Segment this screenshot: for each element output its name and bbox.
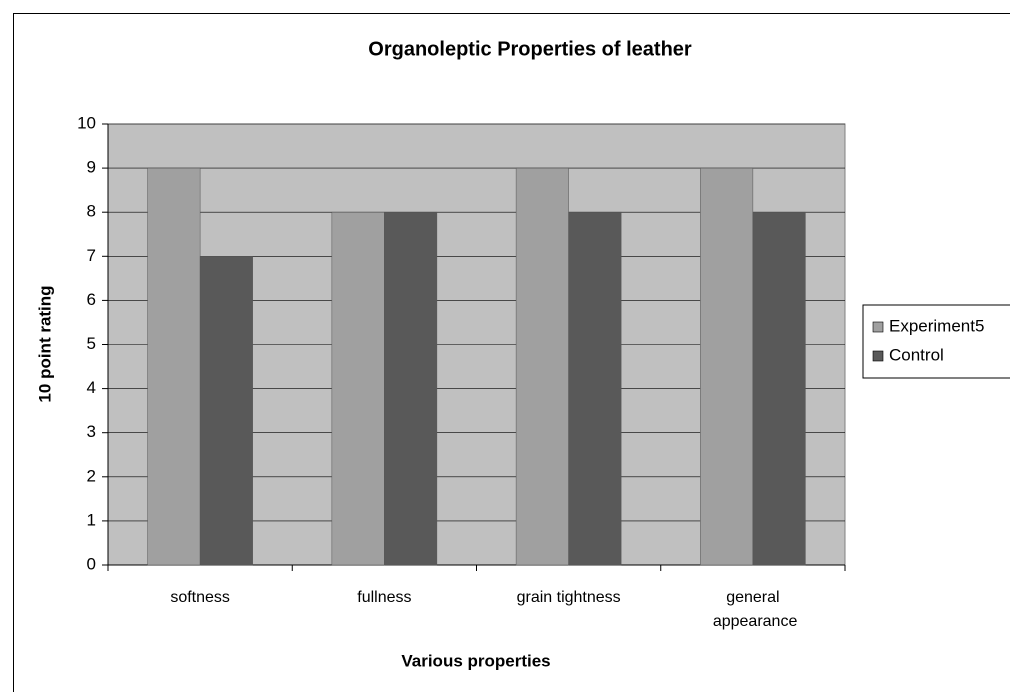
bar (752, 211, 806, 566)
x-tick-label: general appearance (708, 589, 797, 630)
y-tick-label: 7 (87, 246, 96, 265)
bar (568, 211, 622, 566)
y-tick-label: 2 (87, 466, 96, 485)
x-axis-title: Various properties (401, 651, 550, 670)
legend-swatch (872, 321, 884, 333)
y-tick-label: 0 (87, 554, 96, 573)
x-tick-label: fullness (357, 589, 411, 606)
y-tick-label: 8 (87, 202, 96, 221)
y-axis-title: 10 point rating (35, 285, 54, 402)
y-tick-label: 3 (87, 422, 96, 441)
chart-title: Organoleptic Properties of leather (368, 38, 692, 60)
bar (384, 211, 438, 566)
legend-label: Control (889, 345, 944, 364)
legend-box (862, 304, 1010, 379)
y-tick-label: 5 (87, 334, 96, 353)
bar (199, 256, 253, 566)
x-tick-label-line: appearance (708, 613, 797, 630)
x-tick-label: softness (170, 589, 230, 606)
y-tick-label: 1 (87, 510, 96, 529)
legend-swatch (872, 350, 884, 362)
bar (515, 167, 569, 566)
y-tick-label: 9 (87, 158, 96, 177)
bar (700, 167, 754, 566)
y-tick-label: 6 (87, 290, 96, 309)
x-tick-label: grain tightness (517, 589, 621, 606)
bar (331, 211, 385, 566)
x-tick-label-line: general (726, 589, 779, 606)
bar (147, 167, 201, 566)
y-tick-label: 4 (87, 378, 96, 397)
legend-label: Experiment5 (889, 316, 984, 335)
y-tick-label: 10 (77, 113, 96, 132)
